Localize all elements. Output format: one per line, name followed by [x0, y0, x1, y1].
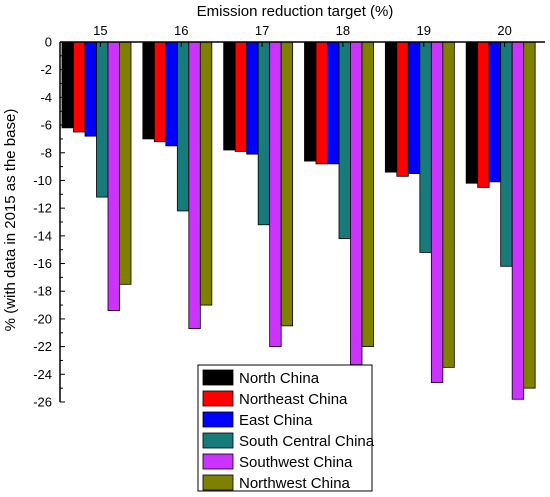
bar-17-2 [246, 41, 259, 155]
bar-18-2 [327, 41, 340, 165]
bar-16-1 [153, 41, 167, 143]
bar-15-1 [73, 41, 86, 133]
bar-15-4 [107, 41, 120, 312]
bar-15-3 [96, 41, 109, 198]
bar-16-4 [188, 41, 201, 330]
y-tick-label: -14 [33, 228, 52, 243]
bar-18-3 [338, 41, 351, 240]
x-tick-label: 20 [497, 23, 511, 38]
bar-19-5 [442, 41, 455, 368]
y-tick-label: -24 [33, 367, 52, 382]
legend-label-3: South Central China [239, 433, 375, 450]
axes [59, 41, 545, 403]
legend-swatch-3 [202, 432, 234, 449]
y-tick-label: -20 [33, 311, 52, 326]
x-tick-labels: 15 16 17 18 19 20 [93, 23, 512, 38]
bar-17-4 [269, 41, 282, 348]
bar-20-0 [465, 41, 479, 184]
y-tick-label: -22 [33, 339, 52, 354]
y-tick-label: -12 [33, 201, 52, 216]
x-axis-title: Emission reduction target (%) [197, 3, 394, 20]
bar-15-2 [84, 41, 97, 137]
legend-swatch-0 [202, 369, 234, 386]
bar-20-2 [488, 41, 502, 183]
bar-18-1 [315, 41, 328, 165]
bar-19-1 [396, 41, 409, 177]
bar-20-4 [511, 41, 525, 400]
x-tick-label: 18 [336, 23, 350, 38]
bar-17-1 [234, 41, 248, 152]
y-tick-label: -4 [40, 90, 52, 105]
x-tick-label: 19 [417, 23, 431, 38]
bar-17-3 [257, 41, 271, 226]
legend-box [197, 364, 373, 492]
y-tick-label: -26 [33, 395, 52, 410]
legend-label-2: East China [239, 412, 313, 429]
bar-19-4 [430, 41, 444, 384]
legend: North China Northeast China East China Sout… [197, 364, 375, 492]
bar-19-3 [419, 41, 432, 253]
y-tick-label: -16 [33, 256, 52, 271]
bar-17-0 [223, 41, 236, 151]
y-tick-label: -2 [40, 62, 52, 77]
bar-16-5 [199, 41, 213, 306]
x-tick-label: 16 [174, 23, 188, 38]
legend-label-4: Southwest China [239, 454, 353, 471]
legend-label-0: North China [239, 370, 320, 387]
bar-19-2 [407, 41, 421, 174]
bar-16-0 [142, 41, 155, 140]
bars-layer [61, 41, 536, 400]
bar-18-0 [304, 41, 317, 162]
y-tick-label: 0 [45, 35, 52, 50]
bar-18-5 [361, 41, 374, 348]
legend-swatch-2 [202, 411, 234, 428]
legend-swatch-1 [202, 390, 234, 407]
bar-20-5 [523, 41, 536, 389]
bar-18-4 [350, 41, 363, 366]
y-tick-label: -18 [33, 284, 52, 299]
legend-swatch-5 [202, 474, 234, 491]
legend-label-5: Northwest China [239, 475, 351, 492]
legend-swatch-4 [202, 453, 234, 470]
y-tick-label: -6 [40, 118, 52, 133]
bar-20-3 [500, 41, 513, 267]
bar-16-3 [176, 41, 190, 212]
bar-19-0 [384, 41, 398, 173]
x-tick-label: 17 [255, 23, 269, 38]
bar-15-5 [119, 41, 132, 285]
y-tick-label: -8 [40, 145, 52, 160]
bar-15-0 [61, 41, 74, 129]
y-tick-label: -10 [33, 173, 52, 188]
bar-20-1 [477, 41, 490, 188]
legend-label-1: Northeast China [239, 391, 348, 408]
bar-17-5 [280, 41, 294, 327]
y-tick-labels: 0 -2 -4 -6 -8 -10 -12 -14 -16 -18 -20 -22 -24 -26 [33, 35, 52, 410]
x-tick-label: 15 [93, 23, 107, 38]
y-axis-title: % (with data in 2015 as the base) [2, 109, 19, 332]
bar-16-2 [165, 41, 178, 147]
